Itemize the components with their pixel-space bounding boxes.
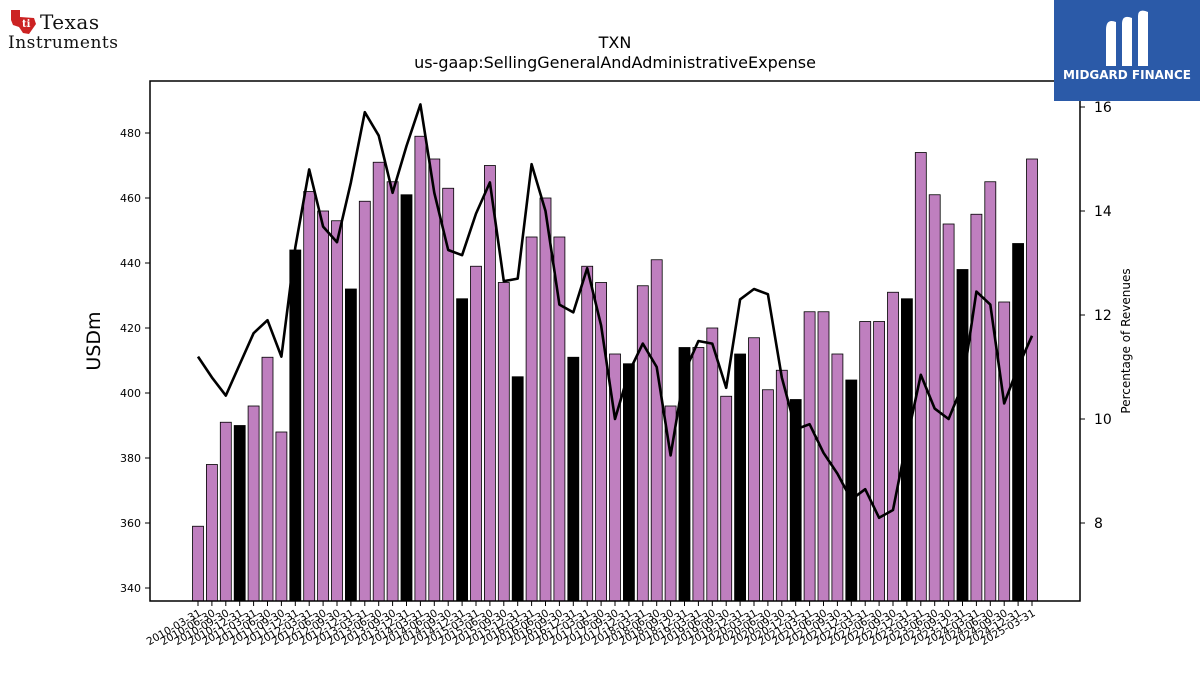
y-tick-label: 400 — [120, 387, 141, 400]
bar-2018-06-30 — [650, 259, 663, 602]
y-tick-label: 440 — [120, 257, 141, 270]
bar-2012-03-31 — [303, 191, 316, 602]
bar-2022-03-31 — [859, 321, 872, 602]
y-tick-label: 480 — [120, 127, 141, 140]
y2-axis-label: Percentage of Revenues — [1119, 268, 1133, 413]
y2-tick-label: 10 — [1094, 412, 1112, 428]
bar-2010-03-31 — [192, 525, 204, 602]
y-tick-label: 360 — [120, 517, 141, 530]
y2-tick-label: 12 — [1094, 308, 1112, 324]
bar-2016-03-31 — [525, 236, 538, 602]
bar-2011-06-30 — [261, 356, 274, 602]
bar-2013-09-30 — [386, 181, 399, 602]
bar-2015-06-30 — [483, 165, 496, 602]
bar-2025-03-31 — [1026, 158, 1038, 602]
bar-2010-09-30 — [219, 421, 232, 602]
bar-2010-06-30 — [205, 464, 218, 602]
bar-2012-12-31 — [344, 288, 357, 602]
bar-2014-03-31 — [414, 135, 427, 602]
texas-instruments-logo: ti Texas Instruments — [6, 6, 136, 54]
bar-2016-09-30 — [553, 236, 566, 602]
bar-2020-09-30 — [775, 369, 788, 602]
pct-revenue-series — [196, 103, 1034, 520]
bar-2024-03-31 — [970, 213, 983, 602]
y-axis-right: 8 10 12 14 16 — [1080, 100, 1112, 532]
y2-tick-label: 8 — [1094, 516, 1103, 532]
bar-2017-03-31 — [581, 265, 594, 602]
bar-2010-12-31 — [233, 425, 246, 602]
bar-2018-03-31 — [636, 285, 649, 602]
bar-2024-12-31 — [1012, 243, 1024, 602]
bar-2016-12-31 — [567, 356, 580, 602]
bar-2011-03-31 — [247, 405, 260, 602]
bar-2014-12-31 — [456, 298, 469, 602]
bar-2013-06-30 — [372, 161, 385, 602]
bar-2017-12-31 — [623, 363, 635, 602]
y2-tick-label: 16 — [1094, 100, 1112, 116]
logo-text-line1: Texas — [40, 10, 100, 34]
bar-series — [192, 135, 1038, 602]
bar-2024-06-30 — [984, 181, 997, 602]
midgard-finance-logo: MIDGARD FINANCE — [1054, 0, 1200, 101]
bar-2019-12-31 — [734, 353, 746, 602]
bar-2018-12-31 — [678, 347, 691, 602]
bar-2022-06-30 — [873, 321, 885, 602]
bar-2019-03-31 — [692, 347, 705, 602]
bar-2012-09-30 — [331, 220, 343, 602]
midgard-m-icon — [1106, 10, 1148, 67]
bar-2015-09-30 — [497, 282, 510, 602]
bar-2011-09-30 — [275, 431, 288, 602]
bar-2024-09-30 — [998, 301, 1011, 602]
bar-2019-06-30 — [706, 327, 719, 602]
bar-2022-12-31 — [901, 298, 913, 602]
bar-2021-03-31 — [803, 311, 816, 602]
logo-text: MIDGARD FINANCE — [1063, 68, 1191, 82]
y-axis-label: USDm — [83, 311, 105, 370]
svg-text:ti: ti — [22, 19, 31, 30]
bar-2019-09-30 — [720, 395, 733, 602]
bar-2023-12-31 — [956, 269, 969, 602]
y-tick-label: 380 — [120, 452, 141, 465]
y2-tick-label: 14 — [1094, 204, 1112, 220]
chart-subtitle: us-gaap:SellingGeneralAndAdministrativeE… — [414, 53, 816, 72]
bar-2011-12-31 — [289, 249, 302, 602]
x-axis: 2010-03-312010-06-302010-09-302010-12-31… — [145, 601, 1038, 648]
y-tick-label: 340 — [120, 582, 141, 595]
y-tick-label: 420 — [120, 322, 141, 335]
y-axis-left: 340 360 380 400 420 440 460 480 — [120, 127, 150, 595]
bar-2013-03-31 — [358, 200, 371, 602]
logo-text-line2: Instruments — [8, 33, 119, 53]
bar-2014-06-30 — [428, 158, 441, 602]
texas-state-icon: ti — [11, 10, 36, 34]
bar-2015-03-31 — [470, 265, 482, 602]
bar-2020-03-31 — [748, 337, 760, 602]
y-tick-label: 460 — [120, 192, 141, 205]
bar-2012-06-30 — [317, 210, 330, 602]
bar-2015-12-31 — [511, 376, 524, 602]
bar-2013-12-31 — [400, 194, 413, 602]
bar-2021-09-30 — [831, 353, 844, 602]
bar-2022-09-30 — [887, 291, 899, 602]
bar-2020-06-30 — [762, 389, 774, 602]
chart-title: TXN — [598, 33, 632, 52]
bar-2016-06-30 — [539, 197, 552, 602]
